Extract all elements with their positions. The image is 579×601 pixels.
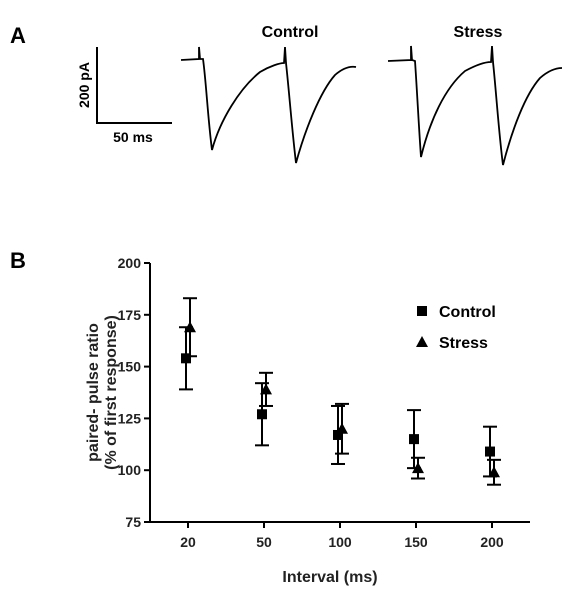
control-point [409, 434, 419, 445]
paired-pulse-chart: 75 100 125 150 175 200 20 50 100 150 200 Interval (… [85, 255, 530, 586]
stress-current-trace [387, 45, 563, 166]
y-tick-label: 125 [118, 410, 142, 426]
control-point [485, 446, 495, 457]
legend-control-label: Control [439, 304, 496, 321]
x-tick-label: 20 [180, 534, 196, 550]
y-tick-label: 200 [118, 255, 142, 271]
stress-point [184, 321, 196, 333]
y-tick-label: 100 [118, 462, 142, 478]
legend-control-marker [417, 306, 427, 316]
legend-stress-label: Stress [439, 335, 488, 352]
control-trace-title: Control [262, 24, 319, 41]
y-tick-label: 75 [125, 514, 141, 530]
control-current-trace [180, 46, 357, 164]
legend-stress-marker [416, 336, 428, 347]
stress-point [488, 466, 500, 478]
stress-point [336, 422, 348, 434]
stress-trace-title: Stress [454, 24, 503, 41]
scale-bar: 200 pA 50 ms [76, 47, 172, 145]
y-tick-label: 150 [118, 359, 142, 375]
stress-point [412, 462, 424, 474]
panel-label-a: A [10, 23, 26, 48]
y-axis-title-line1: paired- pulse ratio [85, 323, 102, 462]
x-axis-title: Interval (ms) [282, 569, 377, 586]
control-point [257, 409, 267, 420]
stress-point [260, 383, 272, 395]
control-point [181, 353, 191, 364]
y-axis-title-line2: (% of first response) [103, 315, 120, 470]
scale-bar-lines [96, 47, 172, 124]
x-tick-label: 100 [328, 534, 352, 550]
panel-label-b: B [10, 248, 26, 273]
scale-bar-time-label: 50 ms [113, 129, 153, 145]
control-point [333, 429, 343, 440]
scale-bar-current-label: 200 pA [76, 62, 92, 108]
x-tick-label: 150 [404, 534, 428, 550]
y-tick-label: 175 [118, 307, 142, 323]
x-tick-label: 50 [256, 534, 272, 550]
x-tick-label: 200 [480, 534, 504, 550]
